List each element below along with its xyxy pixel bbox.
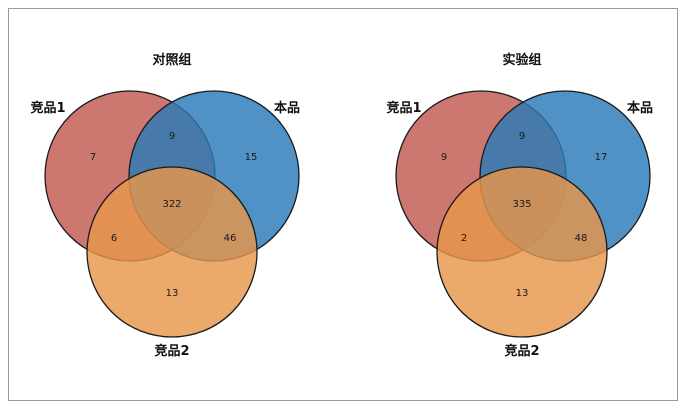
set-circle-competitor2 [436, 166, 608, 338]
region-ab: 9 [519, 131, 525, 142]
region-bc: 48 [575, 233, 588, 244]
set-label-competitor2: 竞品2 [154, 343, 189, 359]
region-bc: 46 [224, 233, 237, 244]
region-abc: 335 [512, 199, 531, 210]
region-ab: 9 [169, 131, 175, 142]
region-a-only: 9 [441, 152, 447, 163]
region-c-only: 13 [516, 288, 529, 299]
region-b-only: 17 [595, 152, 608, 163]
set-label-competitor1: 竞品1 [30, 100, 65, 116]
region-c-only: 13 [166, 288, 179, 299]
region-a-only: 7 [90, 152, 96, 163]
region-b-only: 15 [245, 152, 258, 163]
set-circle-competitor2 [86, 166, 258, 338]
venn-title: 实验组 [502, 52, 541, 68]
set-label-our-product: 本品 [274, 100, 300, 116]
region-ac: 6 [111, 233, 117, 244]
region-ac: 2 [461, 233, 467, 244]
set-label-competitor1: 竞品1 [386, 100, 421, 116]
set-label-our-product: 本品 [627, 100, 653, 116]
venn-title: 对照组 [152, 52, 191, 68]
region-abc: 322 [162, 199, 181, 210]
set-label-competitor2: 竞品2 [504, 343, 539, 359]
venn-control: 对照组 竞品1 本品 竞品2 7 15 13 9 6 46 322 [30, 52, 300, 359]
venn-experiment: 实验组 竞品1 本品 竞品2 9 17 13 9 2 48 335 [386, 52, 653, 359]
